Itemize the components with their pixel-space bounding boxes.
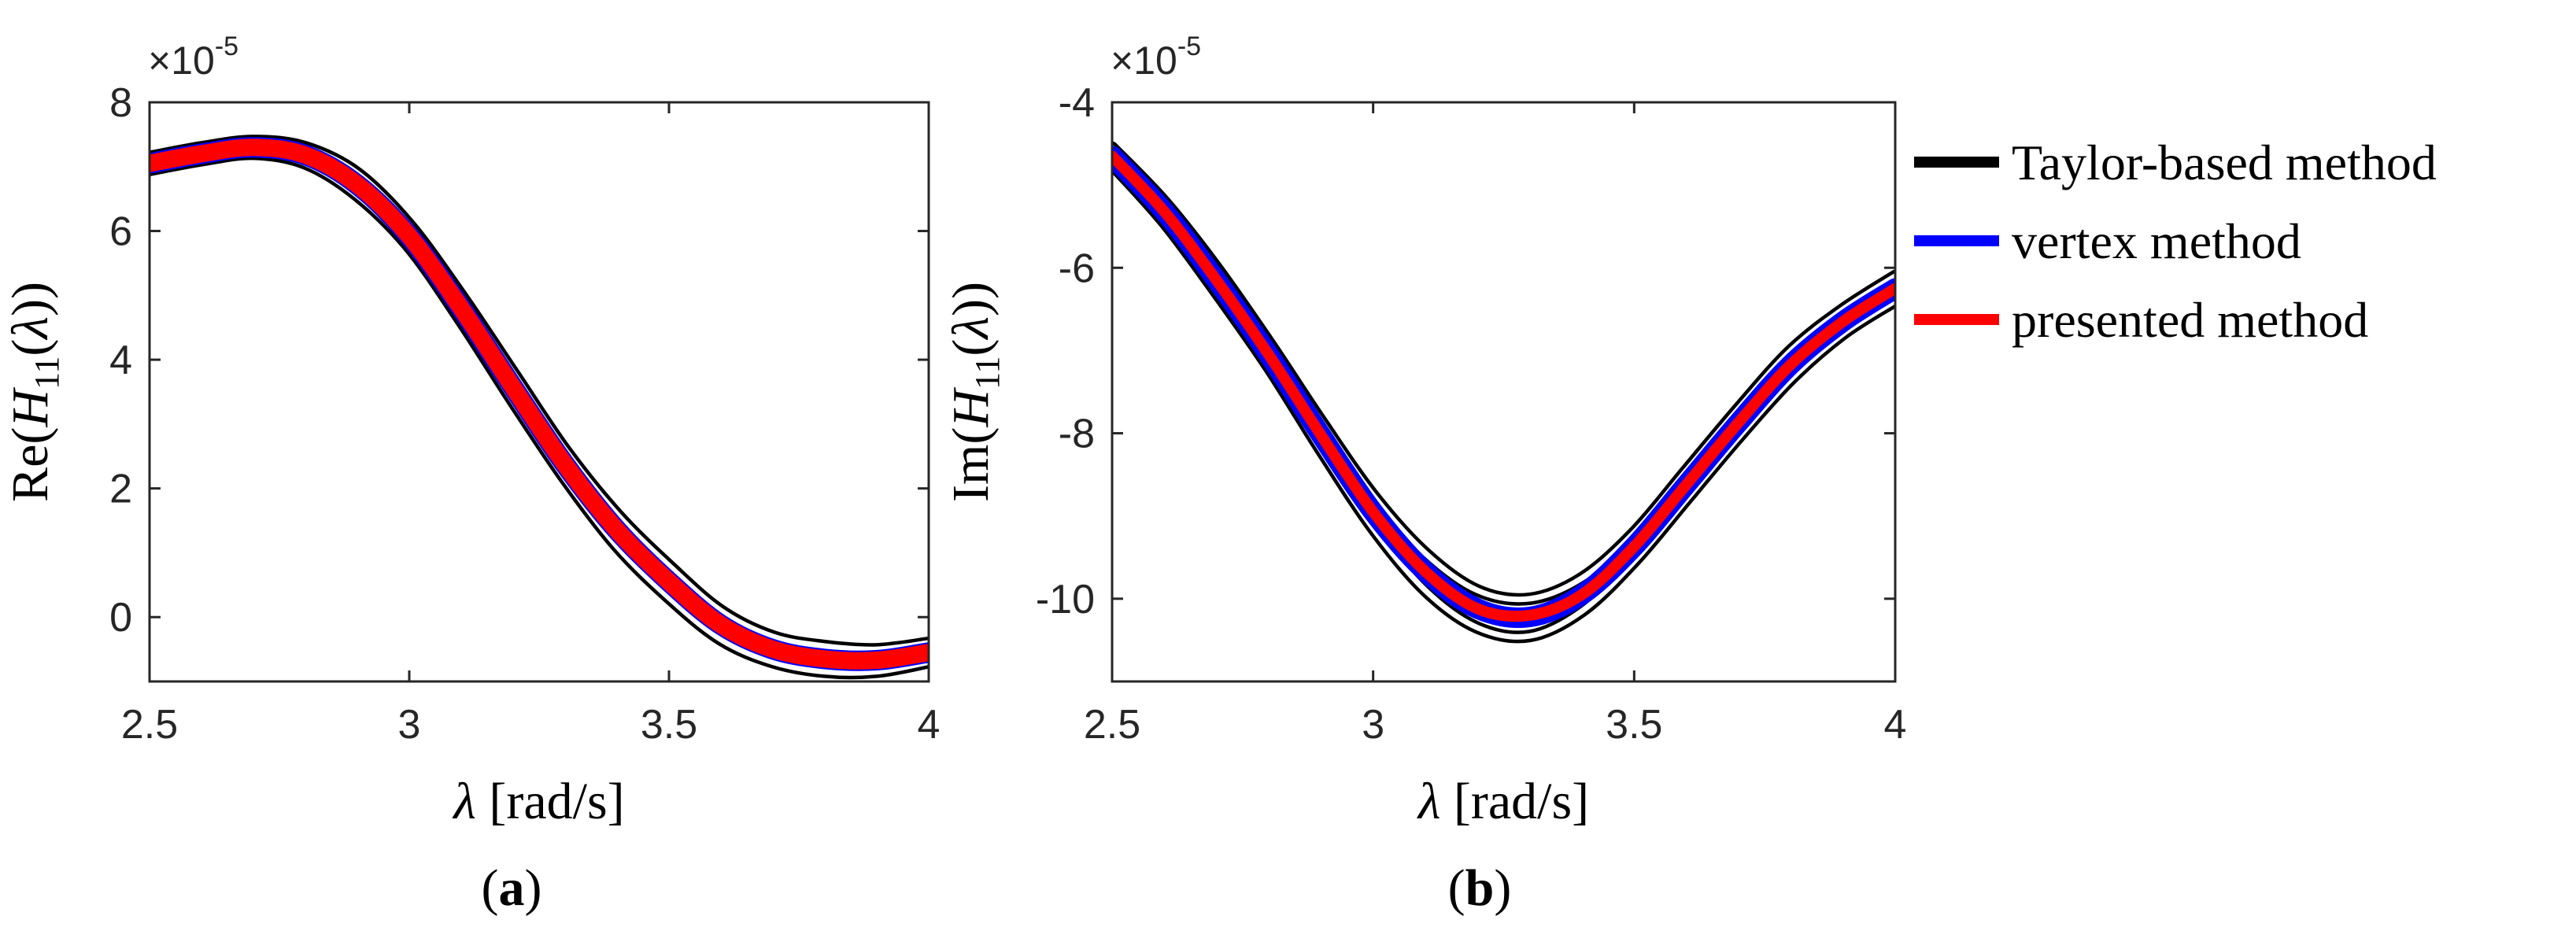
x-tick-label: 2.5 bbox=[1084, 702, 1140, 748]
curves bbox=[150, 135, 929, 680]
panel-caption-letter: b bbox=[1465, 859, 1495, 917]
y-label-prefix: Im( bbox=[942, 427, 1000, 502]
y-label-suffix: )) bbox=[942, 282, 1000, 316]
y-label-arg: ( bbox=[2, 339, 59, 356]
y-label-sub: 11 bbox=[968, 356, 1007, 390]
panel-caption: (b) bbox=[1448, 859, 1512, 917]
panel-b: 2.5 3 3.5 4-10-8-6-4×10-5Im(H11(λ))λ [rad/s… bbox=[942, 31, 1906, 917]
y-tick-label: -8 bbox=[1059, 412, 1095, 457]
y-tick-label: -10 bbox=[1036, 577, 1095, 622]
x-tick-label: 3 bbox=[1362, 702, 1384, 748]
legend-label-presented: presented method bbox=[2012, 292, 2368, 348]
x-tick-label: 3 bbox=[398, 702, 421, 748]
y-tick-label: -4 bbox=[1059, 80, 1095, 126]
x-label-lambda: λ bbox=[452, 773, 476, 830]
x-axis-label: λ [rad/s] bbox=[1417, 773, 1589, 830]
x-label-unit: [rad/s] bbox=[1440, 773, 1589, 830]
panel-caption-letter: a bbox=[499, 859, 525, 917]
y-tick-label: 4 bbox=[109, 338, 132, 383]
panel-caption-close: ) bbox=[1494, 859, 1511, 917]
axes-box bbox=[148, 101, 930, 683]
y-label-suffix: )) bbox=[2, 282, 59, 316]
y-label-lambda: λ bbox=[2, 316, 59, 341]
y-label-var: H bbox=[942, 387, 1000, 428]
y-label-var: H bbox=[2, 387, 59, 428]
legend-label-taylor: Taylor-based method bbox=[2012, 135, 2437, 190]
x-axis-label: λ [rad/s] bbox=[452, 773, 624, 830]
y-tick-label: 6 bbox=[109, 209, 132, 255]
x-tick-label: 4 bbox=[918, 702, 941, 748]
x-label-lambda: λ bbox=[1417, 773, 1441, 830]
y-label-prefix: Re( bbox=[2, 427, 59, 502]
y-axis-label: Re(H11(λ)) bbox=[2, 282, 66, 502]
y-multiplier-exponent: -5 bbox=[1177, 31, 1201, 61]
legend: Taylor-based method vertex method presen… bbox=[1914, 135, 2437, 348]
curves bbox=[1112, 141, 1895, 644]
y-label-arg: ( bbox=[942, 339, 1000, 356]
series-presented-method bbox=[150, 138, 929, 670]
series-presented-method bbox=[1112, 150, 1895, 622]
x-tick-label: 3.5 bbox=[641, 702, 697, 748]
legend-label-vertex: vertex method bbox=[2012, 213, 2301, 269]
panel-caption-close: ) bbox=[525, 859, 542, 917]
x-tick-label: 4 bbox=[1884, 702, 1907, 748]
y-label-sub: 11 bbox=[28, 356, 66, 390]
x-label-unit: [rad/s] bbox=[476, 773, 625, 830]
y-tick-label: 2 bbox=[109, 467, 132, 512]
y-axis-label: Im(H11(λ)) bbox=[942, 282, 1007, 502]
panel-caption-open: ( bbox=[482, 859, 499, 917]
panel-caption: (a) bbox=[482, 859, 542, 917]
y-label-lambda: λ bbox=[942, 316, 1000, 341]
y-tick-label: 0 bbox=[109, 595, 132, 641]
plot-area bbox=[150, 102, 929, 681]
y-tick-label: 8 bbox=[109, 80, 132, 126]
y-tick-label: -6 bbox=[1059, 246, 1095, 291]
axes-box bbox=[1111, 101, 1897, 683]
y-multiplier: ×10-5 bbox=[148, 31, 238, 83]
x-tick-label: 3.5 bbox=[1606, 702, 1662, 748]
x-tick-label: 2.5 bbox=[121, 702, 178, 748]
y-multiplier-exponent: -5 bbox=[215, 31, 238, 61]
panel-caption-open: ( bbox=[1448, 859, 1465, 917]
y-multiplier: ×10-5 bbox=[1111, 31, 1201, 83]
